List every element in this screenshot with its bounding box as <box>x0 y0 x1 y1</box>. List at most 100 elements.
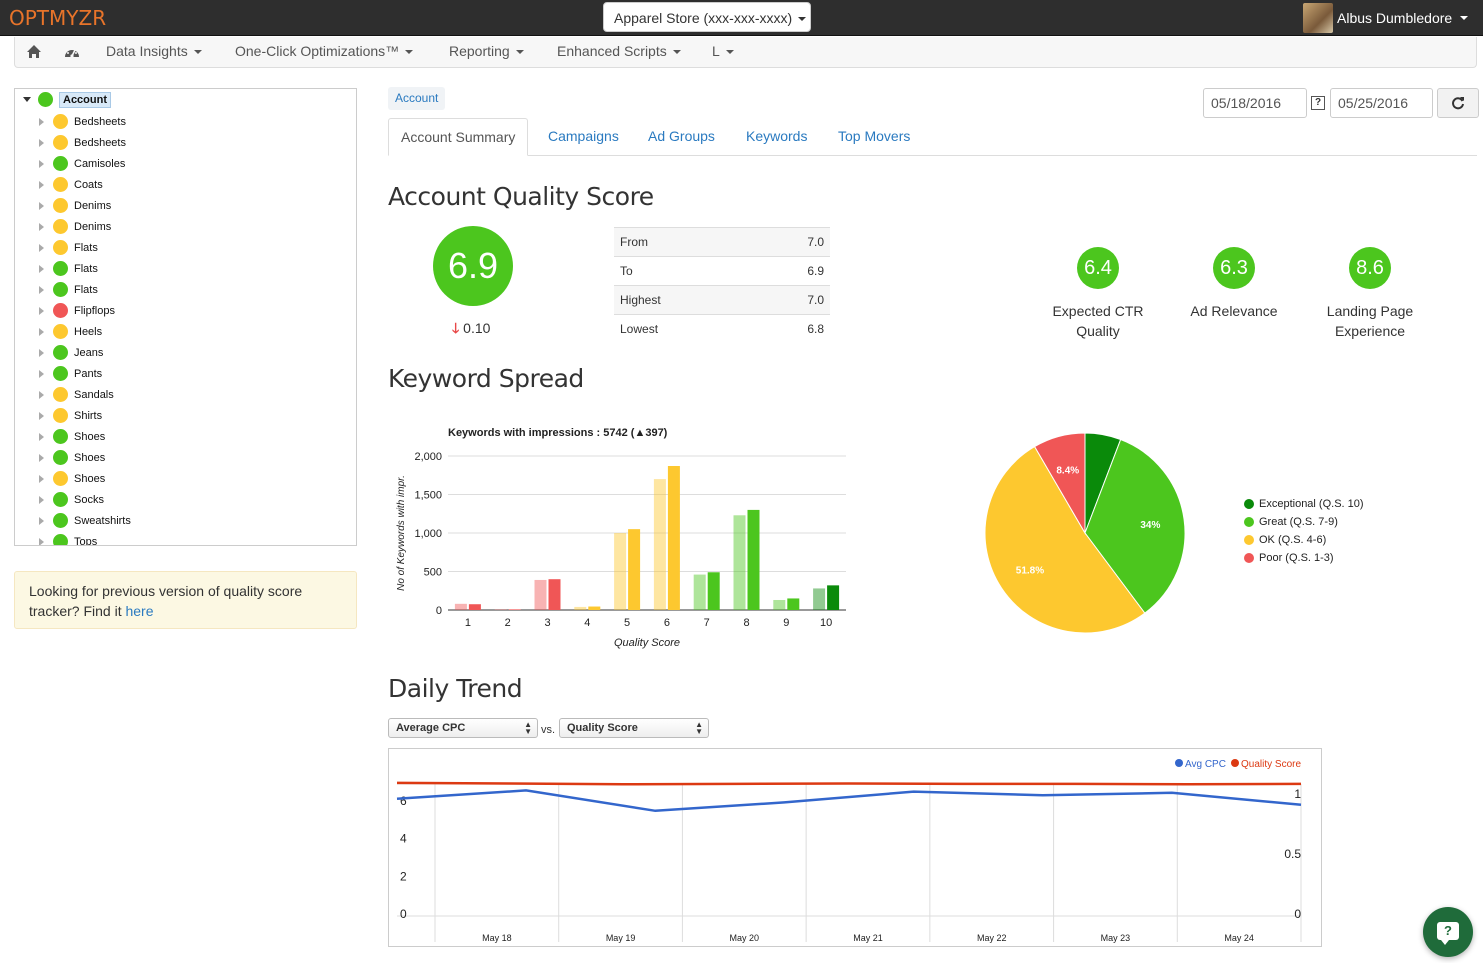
tree-item[interactable]: Socks <box>39 489 104 510</box>
nav-more[interactable]: L <box>712 43 734 59</box>
bar-current[interactable] <box>468 604 481 610</box>
bar-current[interactable] <box>548 579 561 610</box>
expand-icon[interactable] <box>39 180 44 189</box>
tree-item[interactable]: Bedsheets <box>39 111 126 132</box>
bar-current[interactable] <box>508 609 521 610</box>
nav-data-insights[interactable]: Data Insights <box>106 43 202 59</box>
dashboard-icon[interactable] <box>63 44 81 59</box>
expand-icon[interactable] <box>39 201 44 210</box>
expand-icon[interactable] <box>39 474 44 483</box>
nav-reporting[interactable]: Reporting <box>449 43 524 59</box>
legend-label[interactable]: Avg CPC <box>1185 759 1226 770</box>
expand-icon[interactable] <box>39 537 44 545</box>
expand-icon[interactable] <box>39 390 44 399</box>
date-from-input[interactable]: 05/18/2016 <box>1203 88 1307 118</box>
bar-previous[interactable] <box>653 479 666 610</box>
pie-slice[interactable] <box>984 445 1146 634</box>
tab-keywords[interactable]: Keywords <box>746 128 808 144</box>
tab-top-movers[interactable]: Top Movers <box>838 128 911 144</box>
expand-icon[interactable] <box>39 222 44 231</box>
series-line[interactable] <box>396 789 1302 813</box>
refresh-button[interactable] <box>1437 88 1479 118</box>
legacy-link[interactable]: here <box>125 603 154 619</box>
tree-item[interactable]: Denims <box>39 216 111 237</box>
tree-item[interactable]: Shirts <box>39 405 102 426</box>
account-tree[interactable]: Account Bedsheets Bedsheets Camisoles Coats… <box>14 88 357 546</box>
tab-account-summary[interactable]: Account Summary <box>388 118 529 156</box>
expand-icon[interactable] <box>39 453 44 462</box>
bar-previous[interactable] <box>614 533 627 610</box>
user-menu[interactable]: Albus Dumbledore <box>1303 0 1469 36</box>
tree-item[interactable]: Tops <box>39 531 97 545</box>
legend-label[interactable]: Quality Score <box>1241 759 1301 770</box>
expand-icon[interactable] <box>39 138 44 147</box>
tree-item[interactable]: Flipflops <box>39 300 115 321</box>
legend-item[interactable]: Exceptional (Q.S. 10) <box>1244 498 1364 510</box>
bar-current[interactable] <box>787 598 800 610</box>
tree-item[interactable]: Sweatshirts <box>39 510 131 531</box>
expand-icon[interactable] <box>39 369 44 378</box>
tree-item[interactable]: Sandals <box>39 384 114 405</box>
bar-previous[interactable] <box>693 574 706 610</box>
pie-slice[interactable] <box>1084 438 1186 614</box>
date-help-icon[interactable]: ? <box>1311 96 1325 110</box>
collapse-icon[interactable] <box>23 97 31 102</box>
legend-item[interactable]: Poor (Q.S. 1-3) <box>1244 552 1334 564</box>
bar-current[interactable] <box>707 572 720 610</box>
expand-icon[interactable] <box>39 348 44 357</box>
metric-select-1[interactable]: Average CPC ▲ ▼ <box>388 718 538 738</box>
tree-item[interactable]: Heels <box>39 321 102 342</box>
tree-item[interactable]: Flats <box>39 258 98 279</box>
account-selector[interactable]: Apparel Store (xxx-xxx-xxxx) <box>603 2 811 32</box>
tree-item[interactable]: Coats <box>39 174 103 195</box>
tree-item[interactable]: Bedsheets <box>39 132 126 153</box>
logo[interactable]: OPTMYZR <box>9 6 107 30</box>
expand-icon[interactable] <box>39 432 44 441</box>
bar-previous[interactable] <box>813 588 826 610</box>
bar-previous[interactable] <box>494 609 507 610</box>
legend-item[interactable]: Great (Q.S. 7-9) <box>1244 516 1338 528</box>
tree-item[interactable]: Flats <box>39 237 98 258</box>
tree-item[interactable]: Shoes <box>39 447 105 468</box>
home-icon[interactable] <box>26 44 42 59</box>
expand-icon[interactable] <box>39 411 44 420</box>
bar-previous[interactable] <box>534 579 547 610</box>
bar-current[interactable] <box>667 466 680 610</box>
expand-icon[interactable] <box>39 117 44 126</box>
bar-previous[interactable] <box>733 515 746 610</box>
nav-enhanced-scripts[interactable]: Enhanced Scripts <box>557 43 681 59</box>
bar-current[interactable] <box>747 509 760 610</box>
expand-icon[interactable] <box>39 495 44 504</box>
tree-item[interactable]: Jeans <box>39 342 103 363</box>
tree-item[interactable]: Flats <box>39 279 98 300</box>
legend-item[interactable]: OK (Q.S. 4-6) <box>1244 534 1326 546</box>
bar-previous[interactable] <box>773 599 786 610</box>
bar-previous[interactable] <box>574 606 587 610</box>
tree-item[interactable]: Shoes <box>39 468 105 489</box>
expand-icon[interactable] <box>39 159 44 168</box>
nav-one-click-optimizations[interactable]: One-Click Optimizations™ <box>235 43 414 59</box>
expand-icon[interactable] <box>39 285 44 294</box>
expand-icon[interactable] <box>39 264 44 273</box>
tree-root[interactable]: Account <box>23 89 111 110</box>
tree-item[interactable]: Shoes <box>39 426 105 447</box>
metric-select-2[interactable]: Quality Score ▲ ▼ <box>559 718 709 738</box>
bar-current[interactable] <box>628 529 641 610</box>
tab-campaigns[interactable]: Campaigns <box>548 128 619 144</box>
date-to-input[interactable]: 05/25/2016 <box>1330 88 1433 118</box>
pie-slice[interactable] <box>1033 432 1086 535</box>
tree-item[interactable]: Pants <box>39 363 102 384</box>
expand-icon[interactable] <box>39 243 44 252</box>
series-line[interactable] <box>396 781 1302 786</box>
tree-item[interactable]: Denims <box>39 195 111 216</box>
expand-icon[interactable] <box>39 327 44 336</box>
bar-previous[interactable] <box>454 603 467 610</box>
expand-icon[interactable] <box>39 516 44 525</box>
help-chat-button[interactable]: ? <box>1423 907 1473 957</box>
bar-current[interactable] <box>827 585 840 610</box>
tree-item[interactable]: Camisoles <box>39 153 125 174</box>
expand-icon[interactable] <box>39 306 44 315</box>
bar-current[interactable] <box>588 606 601 610</box>
tab-ad-groups[interactable]: Ad Groups <box>648 128 715 144</box>
breadcrumb[interactable]: Account <box>388 87 446 110</box>
